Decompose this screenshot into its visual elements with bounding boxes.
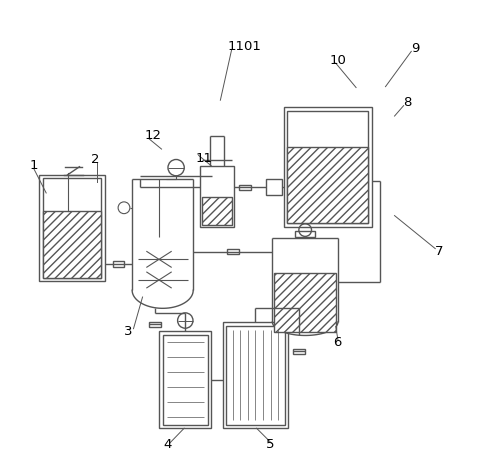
- Bar: [113, 262, 124, 266]
- Text: 11: 11: [196, 152, 212, 165]
- Bar: [240, 185, 251, 190]
- Bar: [293, 349, 304, 354]
- Bar: [266, 179, 282, 195]
- Bar: [226, 326, 285, 424]
- Text: 12: 12: [145, 129, 161, 142]
- Bar: [287, 147, 368, 223]
- Text: 8: 8: [403, 96, 412, 109]
- Text: 7: 7: [435, 245, 444, 258]
- Text: 1: 1: [29, 159, 38, 173]
- Bar: [274, 273, 336, 332]
- Bar: [223, 322, 288, 428]
- Bar: [227, 249, 239, 254]
- Text: 1101: 1101: [227, 40, 261, 53]
- Bar: [287, 111, 368, 223]
- Text: 10: 10: [330, 54, 346, 67]
- Bar: [295, 231, 315, 237]
- Bar: [200, 166, 234, 227]
- Bar: [159, 331, 211, 428]
- Bar: [163, 335, 208, 424]
- Text: 4: 4: [164, 439, 172, 451]
- Text: 9: 9: [411, 42, 420, 54]
- Bar: [202, 197, 232, 225]
- Text: 2: 2: [92, 153, 100, 167]
- Bar: [284, 107, 372, 227]
- Text: 6: 6: [334, 336, 342, 349]
- Bar: [40, 175, 105, 281]
- Bar: [149, 321, 161, 327]
- Bar: [43, 178, 101, 277]
- Bar: [43, 211, 101, 277]
- Text: 3: 3: [124, 326, 133, 338]
- Text: 5: 5: [266, 439, 274, 451]
